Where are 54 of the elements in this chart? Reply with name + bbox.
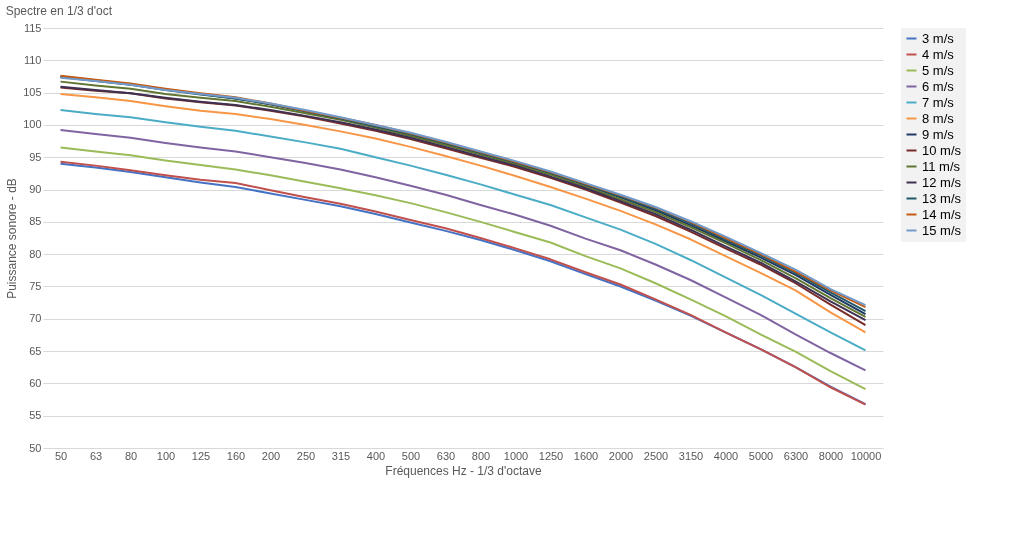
legend-label: 7 m/s [922, 94, 955, 110]
chart-title: Spectre en 1/3 d'oct [5, 4, 113, 18]
y-tick-label: 60 [29, 376, 42, 389]
legend-label: 8 m/s [922, 110, 955, 126]
legend-label: 10 m/s [922, 142, 962, 158]
x-tick-label: 800 [471, 449, 491, 462]
legend-label: 6 m/s [922, 78, 955, 94]
y-tick-label: 50 [29, 441, 42, 454]
x-tick-label: 6300 [783, 449, 809, 462]
legend-label: 12 m/s [922, 174, 962, 190]
legend-label: 15 m/s [922, 222, 962, 238]
x-tick-label: 1250 [538, 449, 564, 462]
x-tick-label: 630 [436, 449, 456, 462]
y-tick-label: 55 [29, 409, 42, 422]
y-tick-label: 80 [29, 247, 42, 260]
y-tick-label: 90 [29, 183, 42, 196]
x-tick-label: 2500 [643, 449, 669, 462]
x-tick-label: 100 [156, 449, 176, 462]
x-tick-label: 250 [296, 449, 316, 462]
y-tick-label: 95 [29, 150, 42, 163]
x-tick-label: 500 [401, 449, 421, 462]
x-tick-label: 1000 [503, 449, 529, 462]
y-tick-label: 115 [23, 21, 42, 34]
legend-label: 11 m/s [922, 158, 961, 174]
x-tick-label: 3150 [678, 449, 704, 462]
x-tick-label: 63 [89, 449, 103, 462]
legend-label: 4 m/s [922, 46, 955, 62]
y-tick-label: 70 [29, 312, 42, 325]
x-tick-label: 2000 [608, 449, 634, 462]
legend-label: 9 m/s [922, 126, 955, 142]
y-tick-label: 105 [23, 86, 42, 99]
x-tick-label: 125 [191, 449, 211, 462]
x-tick-label: 200 [261, 449, 281, 462]
x-tick-label: 50 [54, 449, 68, 462]
y-tick-label: 85 [29, 215, 42, 228]
y-tick-label: 65 [29, 344, 42, 357]
legend-label: 5 m/s [922, 62, 955, 78]
legend-label: 3 m/s [922, 30, 955, 46]
x-tick-label: 400 [366, 449, 386, 462]
x-tick-label: 4000 [713, 449, 739, 462]
x-tick-label: 1600 [573, 449, 599, 462]
y-tick-label: 110 [23, 53, 42, 66]
x-tick-label: 160 [226, 449, 246, 462]
x-tick-label: 315 [331, 449, 351, 462]
legend-label: 13 m/s [922, 190, 962, 206]
y-axis-title: Puissance sonore - dB [5, 178, 20, 299]
x-tick-label: 8000 [818, 449, 844, 462]
y-tick-label: 100 [23, 118, 42, 131]
x-axis-title: Fréquences Hz - 1/3 d'octave [385, 463, 543, 478]
x-tick-label: 10000 [850, 449, 882, 462]
x-tick-label: 80 [124, 449, 138, 462]
x-tick-label: 5000 [748, 449, 774, 462]
y-tick-label: 75 [29, 279, 42, 292]
legend-label: 14 m/s [922, 206, 962, 222]
